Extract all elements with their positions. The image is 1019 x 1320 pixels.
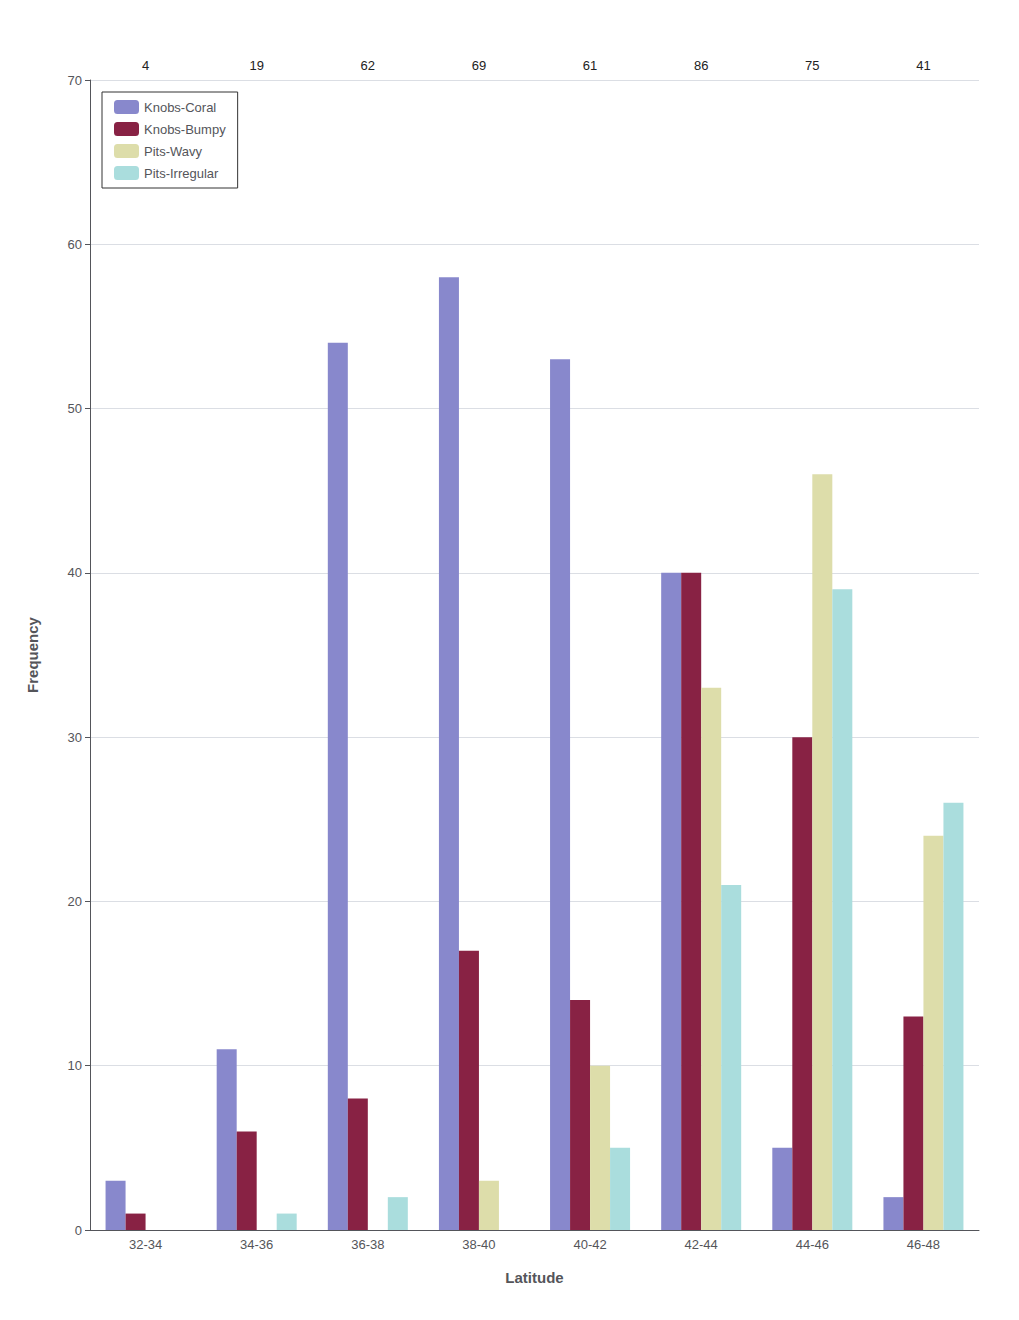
- svg-text:62: 62: [361, 58, 375, 73]
- svg-text:Frequency: Frequency: [24, 616, 41, 693]
- svg-text:41: 41: [916, 58, 930, 73]
- svg-text:34-36: 34-36: [240, 1237, 273, 1252]
- svg-text:86: 86: [694, 58, 708, 73]
- svg-text:36-38: 36-38: [351, 1237, 384, 1252]
- svg-text:50: 50: [68, 401, 82, 416]
- svg-text:19: 19: [249, 58, 263, 73]
- svg-text:10: 10: [68, 1058, 82, 1073]
- svg-text:38-40: 38-40: [462, 1237, 495, 1252]
- svg-text:75: 75: [805, 58, 819, 73]
- svg-text:69: 69: [472, 58, 486, 73]
- svg-text:0: 0: [75, 1223, 82, 1238]
- svg-text:4: 4: [142, 58, 149, 73]
- svg-text:46-48: 46-48: [907, 1237, 940, 1252]
- svg-text:61: 61: [583, 58, 597, 73]
- svg-text:44-46: 44-46: [796, 1237, 829, 1252]
- svg-text:Knobs-Bumpy: Knobs-Bumpy: [144, 122, 226, 137]
- svg-text:Knobs-Coral: Knobs-Coral: [144, 100, 216, 115]
- svg-text:40-42: 40-42: [573, 1237, 606, 1252]
- svg-text:30: 30: [68, 730, 82, 745]
- svg-text:60: 60: [68, 237, 82, 252]
- svg-text:42-44: 42-44: [685, 1237, 718, 1252]
- svg-text:Pits-Irregular: Pits-Irregular: [144, 166, 219, 181]
- svg-text:40: 40: [68, 565, 82, 580]
- svg-text:20: 20: [68, 894, 82, 909]
- svg-text:Latitude: Latitude: [505, 1269, 563, 1286]
- svg-text:70: 70: [68, 73, 82, 88]
- svg-text:Pits-Wavy: Pits-Wavy: [144, 144, 203, 159]
- svg-text:32-34: 32-34: [129, 1237, 162, 1252]
